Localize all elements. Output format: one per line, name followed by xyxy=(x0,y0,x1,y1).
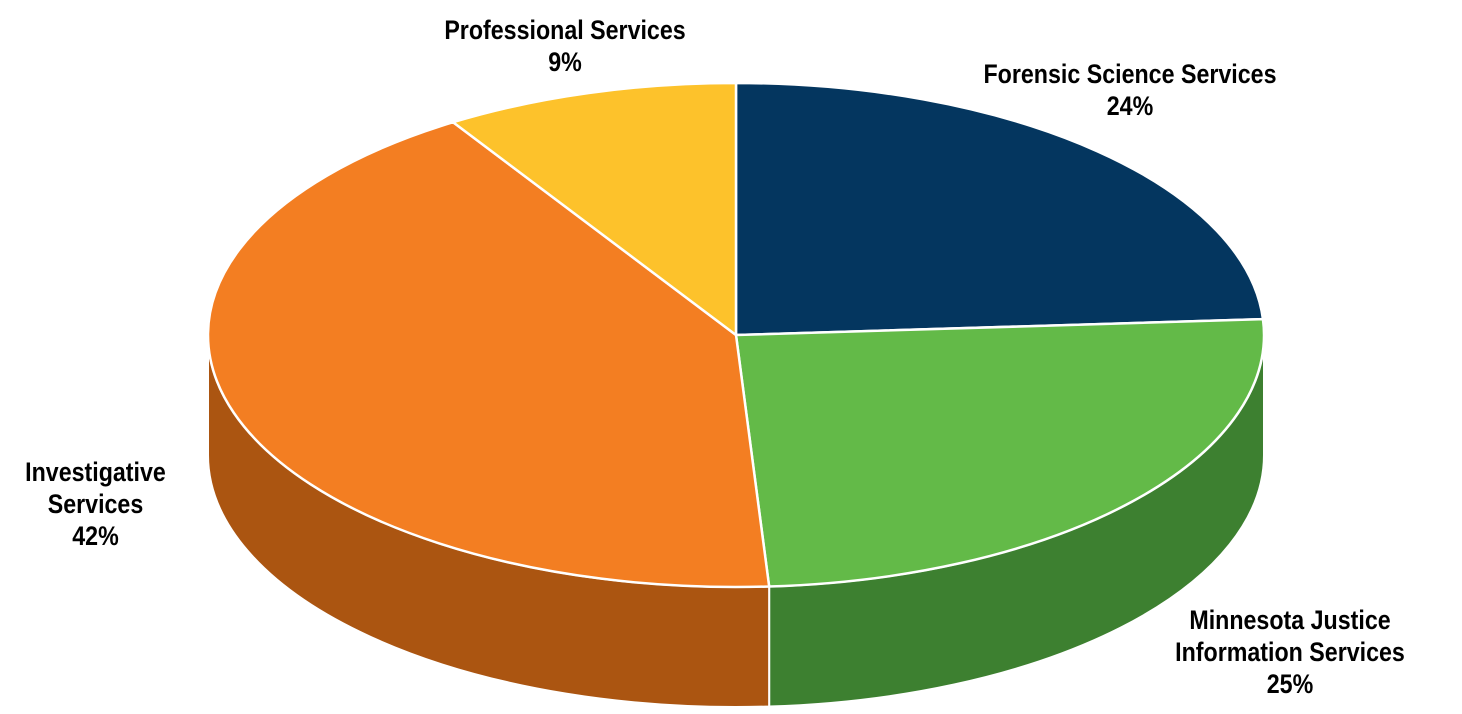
pie-slice-professional-services xyxy=(451,81,738,337)
slice-label-name: Forensic Science Services xyxy=(983,59,1277,89)
slice-label-name-line-1: Minnesota Justice xyxy=(1189,605,1391,635)
slice-label-value: 9% xyxy=(548,47,582,77)
pie-slice-minnesota-justice-information-services xyxy=(734,317,1266,588)
slice-label-name-line-2: Information Services xyxy=(1175,637,1405,667)
slice-label-value: 42% xyxy=(72,521,119,551)
slice-label-name-line-2: Services xyxy=(47,489,144,519)
pie-slice-forensic-science-services xyxy=(734,81,1265,337)
slice-label-forensic-science-services: Forensic Science Services 24% xyxy=(928,58,1332,122)
slice-label-name-line-1: Investigative xyxy=(25,457,166,487)
pie-slice-investigative-services xyxy=(206,120,771,589)
pie-top-faces xyxy=(206,81,1266,589)
slice-label-value: 25% xyxy=(1266,669,1314,699)
slice-label-minnesota-justice-information-services: Minnesota Justice Information Services 2… xyxy=(1135,604,1445,700)
slice-label-value: 24% xyxy=(1106,91,1154,121)
slice-label-investigative-services: Investigative Services 42% xyxy=(3,456,188,552)
slice-label-name: Professional Services xyxy=(444,15,686,45)
slice-label-professional-services: Professional Services 9% xyxy=(410,14,720,78)
